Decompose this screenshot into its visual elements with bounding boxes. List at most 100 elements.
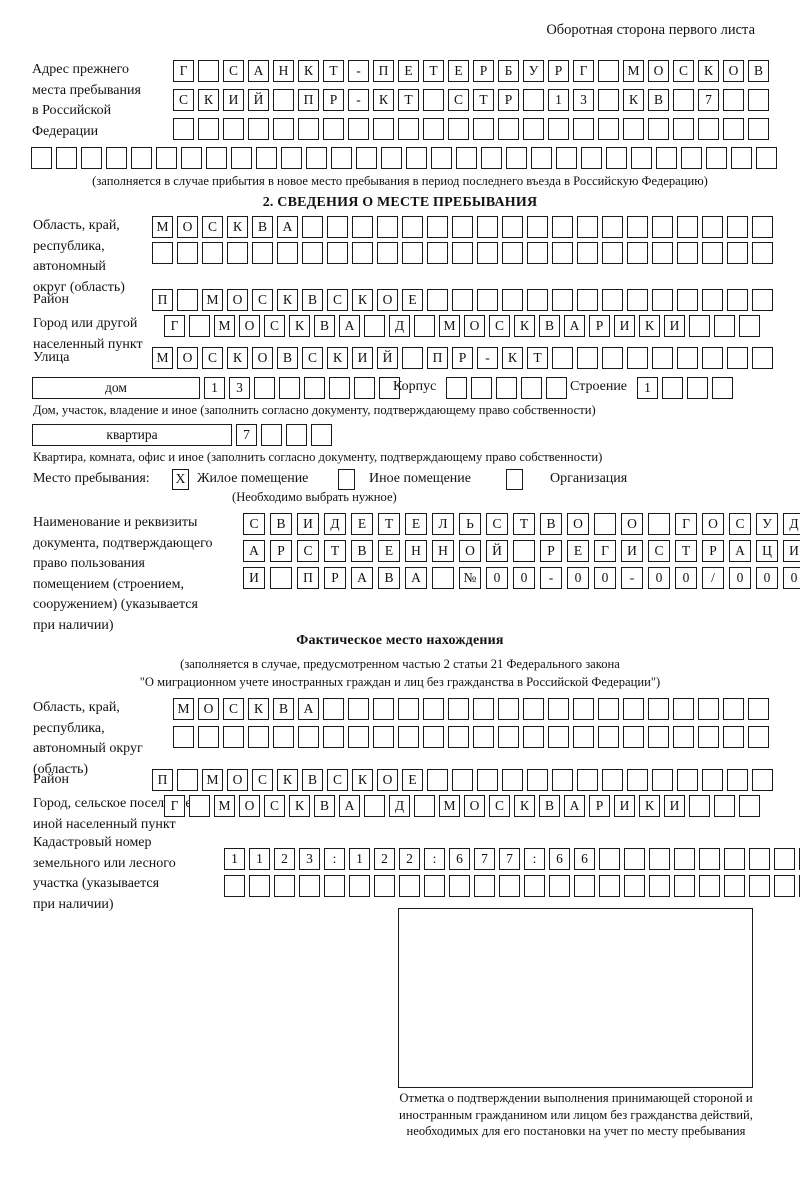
char-cell[interactable]: С <box>729 513 751 535</box>
char-cell[interactable] <box>254 377 275 399</box>
char-cell[interactable]: Й <box>377 347 398 369</box>
char-cell[interactable] <box>323 726 344 748</box>
char-cell[interactable] <box>513 540 535 562</box>
char-cell[interactable] <box>648 118 669 140</box>
char-cell[interactable]: М <box>439 315 460 337</box>
char-cell[interactable] <box>652 289 673 311</box>
char-cell[interactable] <box>723 89 744 111</box>
char-cell[interactable] <box>627 347 648 369</box>
char-cell[interactable]: А <box>564 795 585 817</box>
char-cell[interactable]: С <box>327 289 348 311</box>
char-cell[interactable] <box>379 377 400 399</box>
char-cell[interactable] <box>698 726 719 748</box>
char-cell[interactable] <box>631 147 652 169</box>
char-cell[interactable] <box>689 795 710 817</box>
char-cell[interactable]: К <box>298 60 319 82</box>
char-cell[interactable] <box>599 848 620 870</box>
char-cell[interactable] <box>648 698 669 720</box>
char-cell[interactable] <box>279 377 300 399</box>
char-cell[interactable]: 1 <box>224 848 245 870</box>
char-cell[interactable] <box>496 377 517 399</box>
char-cell[interactable]: Т <box>675 540 697 562</box>
char-cell[interactable]: 3 <box>229 377 250 399</box>
char-cell[interactable] <box>173 118 194 140</box>
char-cell[interactable] <box>377 216 398 238</box>
char-cell[interactable] <box>329 377 350 399</box>
char-cell[interactable]: С <box>264 315 285 337</box>
char-cell[interactable] <box>699 848 720 870</box>
char-cell[interactable] <box>448 118 469 140</box>
char-cell[interactable]: Т <box>378 513 400 535</box>
char-cell[interactable] <box>689 315 710 337</box>
char-cell[interactable]: К <box>327 347 348 369</box>
char-cell[interactable]: А <box>564 315 585 337</box>
char-cell[interactable] <box>473 118 494 140</box>
char-cell[interactable]: И <box>664 795 685 817</box>
char-cell[interactable]: О <box>177 347 198 369</box>
char-cell[interactable]: 7 <box>474 848 495 870</box>
char-cell[interactable] <box>273 89 294 111</box>
char-cell[interactable]: С <box>673 60 694 82</box>
char-cell[interactable] <box>377 242 398 264</box>
char-cell[interactable]: С <box>202 347 223 369</box>
char-cell[interactable] <box>423 118 444 140</box>
char-cell[interactable] <box>752 216 773 238</box>
char-cell[interactable] <box>724 875 745 897</box>
char-cell[interactable]: 6 <box>549 848 570 870</box>
char-cell[interactable] <box>677 347 698 369</box>
char-cell[interactable]: И <box>614 795 635 817</box>
char-cell[interactable] <box>523 698 544 720</box>
char-cell[interactable]: О <box>239 795 260 817</box>
char-cell[interactable] <box>286 424 307 446</box>
char-cell[interactable]: М <box>202 769 223 791</box>
char-cell[interactable]: Р <box>270 540 292 562</box>
char-cell[interactable]: А <box>243 540 265 562</box>
char-cell[interactable] <box>477 769 498 791</box>
char-cell[interactable] <box>712 377 733 399</box>
char-cell[interactable]: О <box>621 513 643 535</box>
char-cell[interactable]: У <box>756 513 778 535</box>
char-cell[interactable]: П <box>297 567 319 589</box>
char-cell[interactable]: В <box>540 513 562 535</box>
char-cell[interactable]: С <box>173 89 194 111</box>
char-cell[interactable]: Р <box>540 540 562 562</box>
char-cell[interactable] <box>331 147 352 169</box>
char-cell[interactable]: С <box>202 216 223 238</box>
char-cell[interactable]: К <box>502 347 523 369</box>
char-cell[interactable] <box>677 289 698 311</box>
char-cell[interactable] <box>223 726 244 748</box>
char-cell[interactable] <box>406 147 427 169</box>
char-cell[interactable]: И <box>783 540 800 562</box>
char-cell[interactable]: К <box>639 315 660 337</box>
char-cell[interactable]: М <box>439 795 460 817</box>
char-cell[interactable]: 0 <box>486 567 508 589</box>
char-cell[interactable]: И <box>352 347 373 369</box>
char-cell[interactable]: Д <box>389 315 410 337</box>
char-cell[interactable]: - <box>348 60 369 82</box>
char-cell[interactable]: С <box>223 60 244 82</box>
char-cell[interactable]: О <box>177 216 198 238</box>
char-cell[interactable]: С <box>302 347 323 369</box>
char-cell[interactable] <box>598 89 619 111</box>
char-cell[interactable]: Е <box>405 513 427 535</box>
cadastral-row-2[interactable] <box>224 875 800 897</box>
char-cell[interactable] <box>252 242 273 264</box>
char-cell[interactable]: Р <box>589 795 610 817</box>
char-cell[interactable] <box>177 242 198 264</box>
char-cell[interactable]: А <box>405 567 427 589</box>
char-cell[interactable] <box>364 795 385 817</box>
char-cell[interactable] <box>177 769 198 791</box>
char-cell[interactable] <box>327 216 348 238</box>
prev-address-row-3[interactable] <box>173 118 773 140</box>
char-cell[interactable]: С <box>489 315 510 337</box>
char-cell[interactable]: Г <box>594 540 616 562</box>
char-cell[interactable]: Л <box>432 513 454 535</box>
char-cell[interactable]: П <box>373 60 394 82</box>
korpus-boxes[interactable] <box>446 377 571 399</box>
char-cell[interactable]: Н <box>273 60 294 82</box>
char-cell[interactable]: С <box>297 540 319 562</box>
char-cell[interactable] <box>431 147 452 169</box>
char-cell[interactable]: К <box>198 89 219 111</box>
